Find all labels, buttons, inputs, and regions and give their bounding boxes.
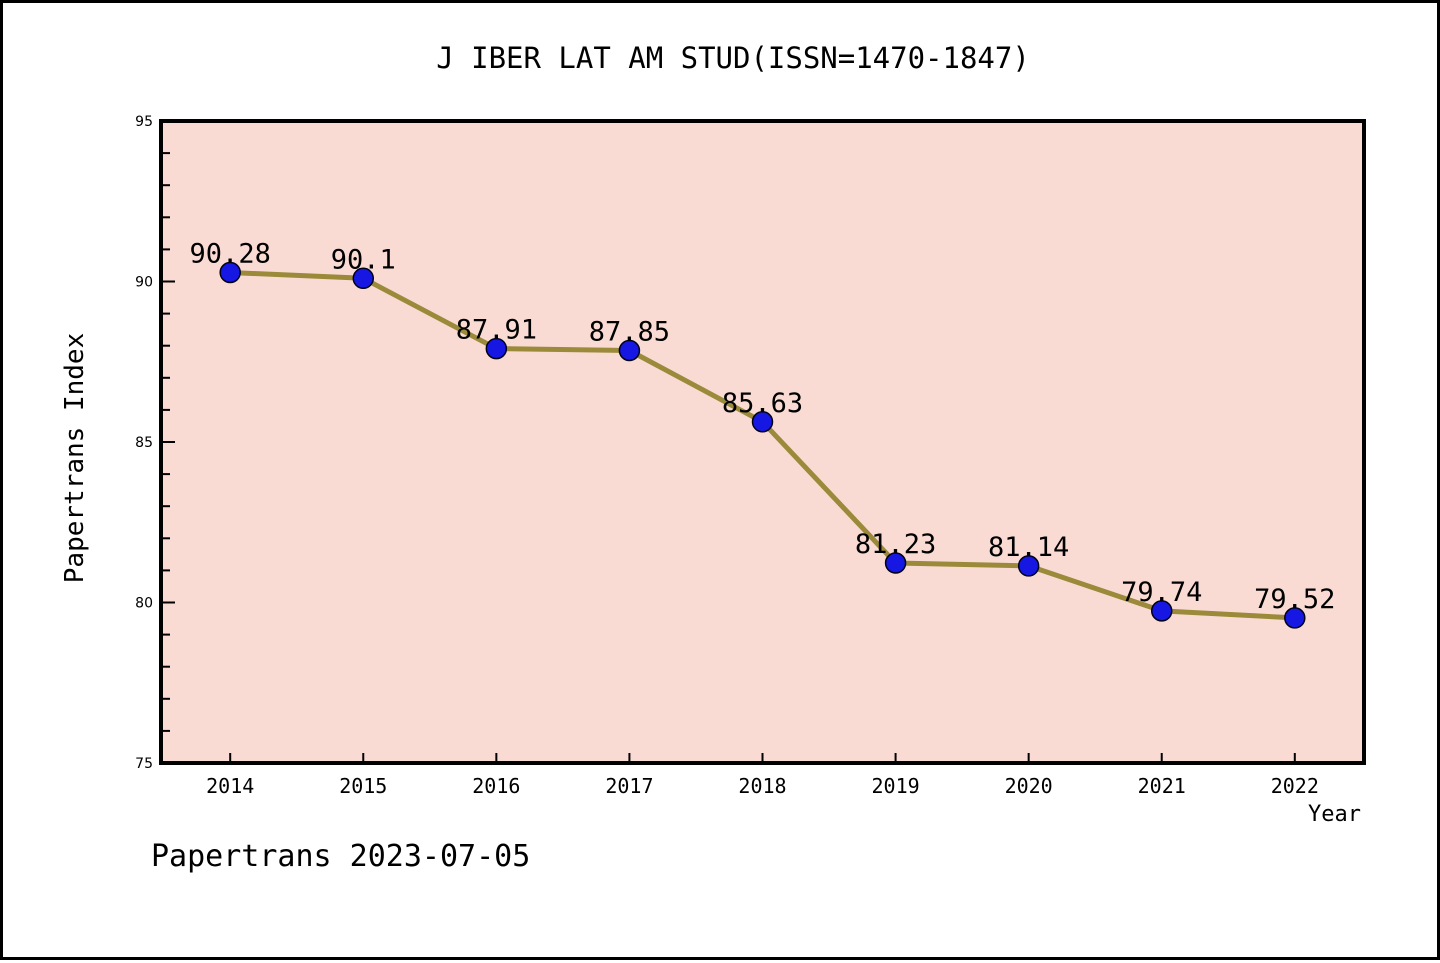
data-point-2019 <box>884 552 907 574</box>
watermark-text: Papertrans 2023-07-05 <box>151 839 531 874</box>
x-axis-tick-labels: 2014 2015 2016 2017 2018 2019 2020 2021 2022 <box>206 774 1319 798</box>
data-point-2022 <box>1284 607 1306 629</box>
data-point-2018 <box>751 411 774 433</box>
data-point-2016 <box>485 337 508 360</box>
point-label: 90.1 <box>331 244 396 275</box>
y-tick-label: 75 <box>135 756 153 772</box>
point-label: 81.14 <box>988 532 1069 563</box>
x-axis-label: Year <box>1308 802 1361 827</box>
point-label: 81.23 <box>855 529 936 560</box>
x-tick-label: 2020 <box>1005 774 1053 798</box>
point-label: 79.52 <box>1254 584 1335 615</box>
point-label: 87.91 <box>456 315 537 346</box>
x-tick-label: 2017 <box>605 774 653 798</box>
y-tick-label: 90 <box>135 275 153 291</box>
plot-area <box>159 119 1366 765</box>
point-label: 85.63 <box>722 388 803 419</box>
data-point-2020 <box>1017 555 1040 577</box>
y-axis-tick-labels: 75 80 85 90 95 <box>135 114 153 772</box>
data-point-2017 <box>618 339 641 362</box>
x-tick-label: 2015 <box>339 774 387 798</box>
y-axis-label: Papertrans Index <box>60 333 90 583</box>
data-point-2014 <box>219 261 241 284</box>
chart-title: J IBER LAT AM STUD(ISSN=1470-1847) <box>436 41 1030 75</box>
x-tick-label: 2014 <box>206 774 254 798</box>
point-label: 79.74 <box>1121 577 1202 608</box>
y-tick-label: 85 <box>135 435 153 451</box>
data-point-2021 <box>1150 600 1173 622</box>
point-label: 87.85 <box>589 317 670 348</box>
y-tick-label: 95 <box>135 114 153 130</box>
x-tick-label: 2021 <box>1138 774 1186 798</box>
data-point-2015 <box>352 267 375 290</box>
x-tick-label: 2019 <box>871 774 919 798</box>
x-tick-label: 2016 <box>472 774 520 798</box>
y-tick-label: 80 <box>135 596 153 612</box>
x-axis-ticks <box>229 753 1296 761</box>
point-label: 90.28 <box>190 239 271 270</box>
data-points <box>219 261 1306 629</box>
x-tick-label: 2022 <box>1271 774 1319 798</box>
point-labels: 90.28 90.1 87.91 87.85 85.63 81.23 81.14 79.74 7… <box>190 239 1336 615</box>
y-axis-ticks <box>163 120 175 764</box>
x-tick-label: 2018 <box>738 774 786 798</box>
